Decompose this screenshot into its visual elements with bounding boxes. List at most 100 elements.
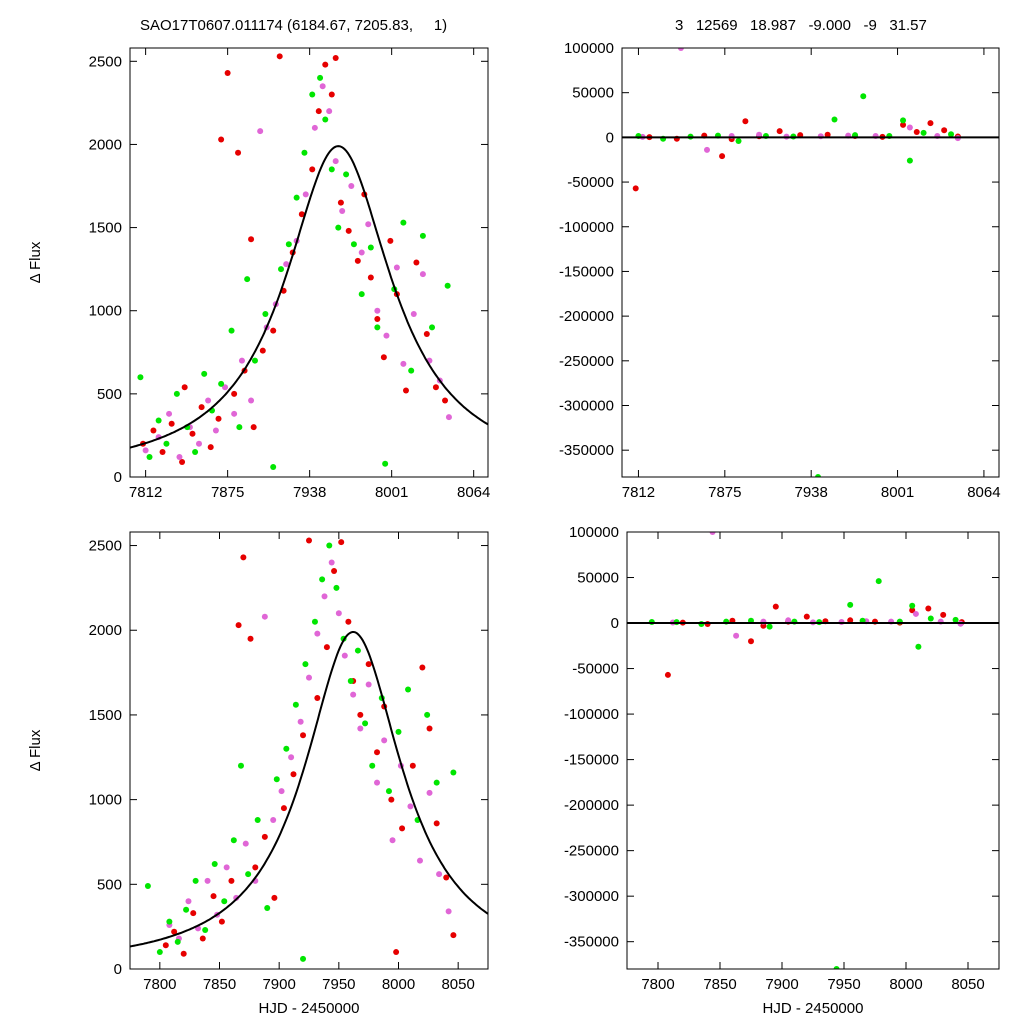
data-point-red xyxy=(306,537,312,544)
data-point-red xyxy=(337,199,344,206)
data-point-green xyxy=(948,131,955,138)
y-tick-label: -50000 xyxy=(567,174,614,191)
panels: 7812 7875 7938 8001 8064 0 500 1000 1500 2000 2500… xyxy=(27,40,1001,1017)
y-tick-label: 100000 xyxy=(569,524,619,541)
header-title-right: 3 12569 18.987 -9.000 -9 31.57 xyxy=(675,17,927,34)
y-tick-label: 0 xyxy=(611,615,619,632)
data-point-green xyxy=(202,927,209,934)
data-point-red xyxy=(719,153,726,160)
data-point-green xyxy=(419,232,426,239)
data-point-red xyxy=(215,415,222,422)
data-point-green xyxy=(831,116,838,123)
data-point-green xyxy=(333,584,340,591)
x-tick-label: 7900 xyxy=(765,976,798,993)
y-tick-label: -350000 xyxy=(559,442,614,459)
data-point-red xyxy=(198,404,205,411)
y-tick-label: 0 xyxy=(114,469,122,486)
data-point-magenta xyxy=(242,840,249,847)
x-tick-label: 7875 xyxy=(211,484,244,501)
data-point-red xyxy=(913,129,920,136)
data-point-red xyxy=(374,749,381,756)
data-point-magenta xyxy=(233,894,240,901)
data-point-green xyxy=(444,282,451,289)
data-point-red xyxy=(772,603,779,610)
data-point-green xyxy=(358,291,365,298)
data-point-red xyxy=(354,257,361,264)
panel-top-right: 7812 7875 7938 8001 8064 100000 50000 0 -50000 -1… xyxy=(559,40,1001,501)
y-tick-label: 1500 xyxy=(89,220,122,237)
data-point-green xyxy=(395,728,402,735)
data-point-magenta xyxy=(278,788,285,795)
data-point-red xyxy=(399,825,406,832)
data-point-red xyxy=(323,644,330,651)
y-tick-label: 0 xyxy=(114,961,122,978)
data-point-red xyxy=(450,932,457,939)
data-point-red xyxy=(180,950,187,957)
data-point-red xyxy=(247,635,254,642)
data-point-magenta xyxy=(261,613,268,620)
data-point-red xyxy=(314,694,321,701)
data-point-red xyxy=(331,567,338,574)
x-tick-label: 8050 xyxy=(441,976,474,993)
data-point-magenta xyxy=(838,618,845,625)
data-point-red xyxy=(387,237,394,244)
data-point-green xyxy=(328,166,335,173)
data-point-red xyxy=(218,918,225,925)
data-point-red xyxy=(419,664,426,671)
data-point-green xyxy=(278,266,285,273)
data-point-magenta xyxy=(445,908,452,915)
data-point-magenta xyxy=(365,681,372,688)
data-points xyxy=(648,532,965,969)
data-point-red xyxy=(190,910,197,917)
x-tick-label: 8064 xyxy=(967,484,1000,501)
data-point-magenta xyxy=(306,674,312,681)
data-point-green xyxy=(322,116,329,123)
data-point-magenta xyxy=(319,83,326,90)
data-point-magenta xyxy=(348,183,355,190)
data-point-green xyxy=(847,601,854,608)
model-curve xyxy=(130,631,488,948)
data-point-green xyxy=(254,816,261,823)
data-point-red xyxy=(345,618,352,625)
data-point-red xyxy=(235,622,242,629)
y-tick-label: -250000 xyxy=(564,843,619,860)
data-point-green xyxy=(163,440,170,447)
data-point-green xyxy=(369,762,376,769)
y-tick-label: 500 xyxy=(97,386,122,403)
data-point-magenta xyxy=(912,610,919,617)
plot-frame xyxy=(129,531,489,970)
data-point-magenta xyxy=(326,108,333,115)
y-tick-label: 2500 xyxy=(89,538,122,555)
data-point-green xyxy=(146,454,153,461)
data-point-magenta xyxy=(703,146,710,153)
data-point-green xyxy=(429,324,436,331)
data-point-green xyxy=(201,370,208,377)
y-tick-label: -50000 xyxy=(572,661,619,678)
data-point-red xyxy=(252,864,259,871)
data-point-green xyxy=(292,701,299,708)
data-point-magenta xyxy=(204,877,211,884)
data-point-green xyxy=(833,966,840,969)
data-point-red xyxy=(280,805,287,812)
data-point-green xyxy=(273,776,280,783)
x-axis-label: HJD - 2450000 xyxy=(259,1000,360,1017)
data-point-green xyxy=(347,678,354,685)
data-point-red xyxy=(298,211,305,218)
data-point-green xyxy=(309,91,316,98)
data-point-green xyxy=(174,938,181,945)
data-point-green xyxy=(245,871,252,878)
data-point-green xyxy=(156,949,163,956)
data-point-red xyxy=(664,671,671,678)
data-point-red xyxy=(162,942,169,949)
data-point-magenta xyxy=(374,779,381,786)
data-point-magenta xyxy=(195,440,202,447)
data-point-green xyxy=(300,955,307,962)
data-point-red xyxy=(224,69,231,76)
y-tick-label: -150000 xyxy=(564,752,619,769)
data-point-magenta xyxy=(400,360,407,367)
data-point-magenta xyxy=(231,410,238,417)
header-title-left: SAO17T0607.011174 (6184.67, 7205.83, 1) xyxy=(140,17,447,34)
data-point-red xyxy=(270,327,277,334)
data-point-magenta xyxy=(311,124,318,131)
x-tick-label: 7950 xyxy=(322,976,355,993)
